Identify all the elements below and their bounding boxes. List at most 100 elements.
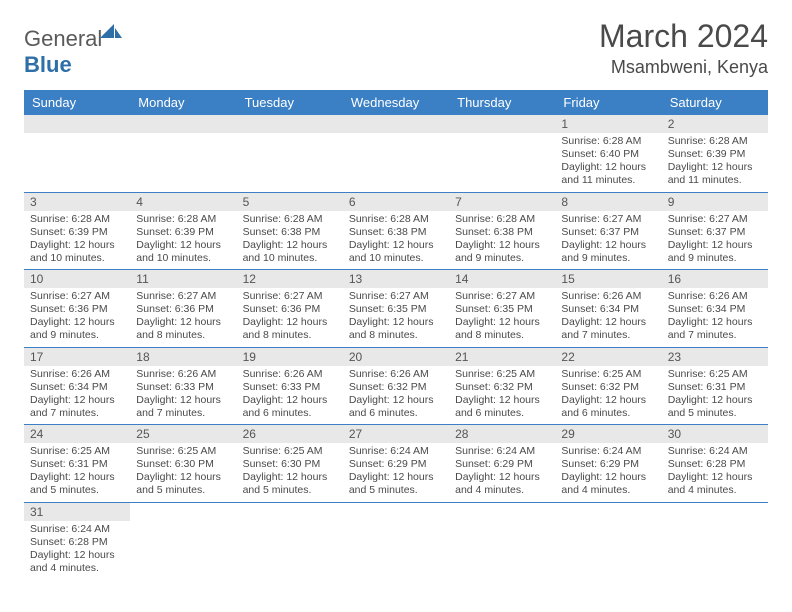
weekday-header: Thursday xyxy=(449,90,555,115)
calendar-cell: 2Sunrise: 6:28 AMSunset: 6:39 PMDaylight… xyxy=(662,115,768,192)
calendar-cell: 25Sunrise: 6:25 AMSunset: 6:30 PMDayligh… xyxy=(130,425,236,503)
calendar-cell xyxy=(343,502,449,579)
weekday-header: Tuesday xyxy=(237,90,343,115)
calendar-cell: 31Sunrise: 6:24 AMSunset: 6:28 PMDayligh… xyxy=(24,502,130,579)
calendar-cell xyxy=(662,502,768,579)
day-details: Sunrise: 6:27 AMSunset: 6:35 PMDaylight:… xyxy=(449,288,555,347)
day-number: 24 xyxy=(24,425,130,443)
day-number: 25 xyxy=(130,425,236,443)
day-details: Sunrise: 6:28 AMSunset: 6:38 PMDaylight:… xyxy=(343,211,449,270)
calendar-week: 10Sunrise: 6:27 AMSunset: 6:36 PMDayligh… xyxy=(24,270,768,348)
calendar-cell: 18Sunrise: 6:26 AMSunset: 6:33 PMDayligh… xyxy=(130,347,236,425)
day-number: 31 xyxy=(24,503,130,521)
day-number: 12 xyxy=(237,270,343,288)
calendar-cell: 12Sunrise: 6:27 AMSunset: 6:36 PMDayligh… xyxy=(237,270,343,348)
day-number: 23 xyxy=(662,348,768,366)
location: Msambweni, Kenya xyxy=(599,57,768,78)
calendar-cell xyxy=(449,502,555,579)
weekday-header: Sunday xyxy=(24,90,130,115)
calendar-cell: 10Sunrise: 6:27 AMSunset: 6:36 PMDayligh… xyxy=(24,270,130,348)
calendar-cell: 27Sunrise: 6:24 AMSunset: 6:29 PMDayligh… xyxy=(343,425,449,503)
day-details: Sunrise: 6:26 AMSunset: 6:32 PMDaylight:… xyxy=(343,366,449,425)
day-number: 26 xyxy=(237,425,343,443)
calendar-cell: 29Sunrise: 6:24 AMSunset: 6:29 PMDayligh… xyxy=(555,425,661,503)
day-details: Sunrise: 6:25 AMSunset: 6:31 PMDaylight:… xyxy=(662,366,768,425)
calendar-cell: 21Sunrise: 6:25 AMSunset: 6:32 PMDayligh… xyxy=(449,347,555,425)
day-number-empty xyxy=(130,115,236,133)
day-details: Sunrise: 6:25 AMSunset: 6:30 PMDaylight:… xyxy=(237,443,343,502)
calendar-week: 24Sunrise: 6:25 AMSunset: 6:31 PMDayligh… xyxy=(24,425,768,503)
day-details: Sunrise: 6:28 AMSunset: 6:39 PMDaylight:… xyxy=(24,211,130,270)
logo-text: General Blue xyxy=(24,24,122,78)
day-number: 5 xyxy=(237,193,343,211)
calendar-cell: 3Sunrise: 6:28 AMSunset: 6:39 PMDaylight… xyxy=(24,192,130,270)
calendar-cell: 19Sunrise: 6:26 AMSunset: 6:33 PMDayligh… xyxy=(237,347,343,425)
day-details: Sunrise: 6:24 AMSunset: 6:29 PMDaylight:… xyxy=(555,443,661,502)
day-number: 21 xyxy=(449,348,555,366)
day-details: Sunrise: 6:26 AMSunset: 6:33 PMDaylight:… xyxy=(130,366,236,425)
calendar-cell xyxy=(343,115,449,192)
day-number-empty xyxy=(343,115,449,133)
day-details: Sunrise: 6:28 AMSunset: 6:39 PMDaylight:… xyxy=(662,133,768,192)
day-number: 8 xyxy=(555,193,661,211)
calendar-cell: 6Sunrise: 6:28 AMSunset: 6:38 PMDaylight… xyxy=(343,192,449,270)
day-details: Sunrise: 6:28 AMSunset: 6:40 PMDaylight:… xyxy=(555,133,661,192)
day-number: 14 xyxy=(449,270,555,288)
day-details: Sunrise: 6:27 AMSunset: 6:36 PMDaylight:… xyxy=(237,288,343,347)
day-details: Sunrise: 6:27 AMSunset: 6:37 PMDaylight:… xyxy=(662,211,768,270)
day-number: 13 xyxy=(343,270,449,288)
day-number-empty xyxy=(24,115,130,133)
day-number: 16 xyxy=(662,270,768,288)
day-number: 3 xyxy=(24,193,130,211)
calendar-week: 1Sunrise: 6:28 AMSunset: 6:40 PMDaylight… xyxy=(24,115,768,192)
day-number: 20 xyxy=(343,348,449,366)
day-details: Sunrise: 6:24 AMSunset: 6:28 PMDaylight:… xyxy=(24,521,130,580)
calendar-head: SundayMondayTuesdayWednesdayThursdayFrid… xyxy=(24,90,768,115)
weekday-header: Monday xyxy=(130,90,236,115)
day-number: 28 xyxy=(449,425,555,443)
calendar-body: 1Sunrise: 6:28 AMSunset: 6:40 PMDaylight… xyxy=(24,115,768,579)
weekday-row: SundayMondayTuesdayWednesdayThursdayFrid… xyxy=(24,90,768,115)
day-number: 29 xyxy=(555,425,661,443)
day-number: 7 xyxy=(449,193,555,211)
calendar-cell: 13Sunrise: 6:27 AMSunset: 6:35 PMDayligh… xyxy=(343,270,449,348)
calendar-cell: 1Sunrise: 6:28 AMSunset: 6:40 PMDaylight… xyxy=(555,115,661,192)
day-details: Sunrise: 6:24 AMSunset: 6:28 PMDaylight:… xyxy=(662,443,768,502)
calendar-cell: 17Sunrise: 6:26 AMSunset: 6:34 PMDayligh… xyxy=(24,347,130,425)
calendar-cell xyxy=(237,502,343,579)
day-number: 27 xyxy=(343,425,449,443)
calendar-cell: 30Sunrise: 6:24 AMSunset: 6:28 PMDayligh… xyxy=(662,425,768,503)
day-details: Sunrise: 6:28 AMSunset: 6:39 PMDaylight:… xyxy=(130,211,236,270)
sail-icon xyxy=(100,24,122,38)
calendar-cell: 4Sunrise: 6:28 AMSunset: 6:39 PMDaylight… xyxy=(130,192,236,270)
calendar-cell: 16Sunrise: 6:26 AMSunset: 6:34 PMDayligh… xyxy=(662,270,768,348)
calendar-cell xyxy=(130,502,236,579)
day-number: 2 xyxy=(662,115,768,133)
header: General Blue March 2024 Msambweni, Kenya xyxy=(24,18,768,78)
day-details: Sunrise: 6:27 AMSunset: 6:36 PMDaylight:… xyxy=(24,288,130,347)
day-number: 17 xyxy=(24,348,130,366)
weekday-header: Saturday xyxy=(662,90,768,115)
day-number: 30 xyxy=(662,425,768,443)
calendar-cell: 24Sunrise: 6:25 AMSunset: 6:31 PMDayligh… xyxy=(24,425,130,503)
calendar-week: 3Sunrise: 6:28 AMSunset: 6:39 PMDaylight… xyxy=(24,192,768,270)
day-number: 11 xyxy=(130,270,236,288)
day-details: Sunrise: 6:27 AMSunset: 6:36 PMDaylight:… xyxy=(130,288,236,347)
calendar-cell xyxy=(449,115,555,192)
day-number: 9 xyxy=(662,193,768,211)
calendar-cell: 7Sunrise: 6:28 AMSunset: 6:38 PMDaylight… xyxy=(449,192,555,270)
calendar-cell: 22Sunrise: 6:25 AMSunset: 6:32 PMDayligh… xyxy=(555,347,661,425)
calendar-cell: 28Sunrise: 6:24 AMSunset: 6:29 PMDayligh… xyxy=(449,425,555,503)
day-details: Sunrise: 6:25 AMSunset: 6:32 PMDaylight:… xyxy=(555,366,661,425)
calendar-cell: 11Sunrise: 6:27 AMSunset: 6:36 PMDayligh… xyxy=(130,270,236,348)
day-number-empty xyxy=(449,115,555,133)
calendar-cell: 15Sunrise: 6:26 AMSunset: 6:34 PMDayligh… xyxy=(555,270,661,348)
day-details: Sunrise: 6:25 AMSunset: 6:31 PMDaylight:… xyxy=(24,443,130,502)
title-block: March 2024 Msambweni, Kenya xyxy=(599,18,768,78)
logo-text-blue: Blue xyxy=(24,52,72,77)
weekday-header: Wednesday xyxy=(343,90,449,115)
day-details: Sunrise: 6:24 AMSunset: 6:29 PMDaylight:… xyxy=(449,443,555,502)
day-number: 15 xyxy=(555,270,661,288)
day-details: Sunrise: 6:26 AMSunset: 6:34 PMDaylight:… xyxy=(24,366,130,425)
day-number: 22 xyxy=(555,348,661,366)
